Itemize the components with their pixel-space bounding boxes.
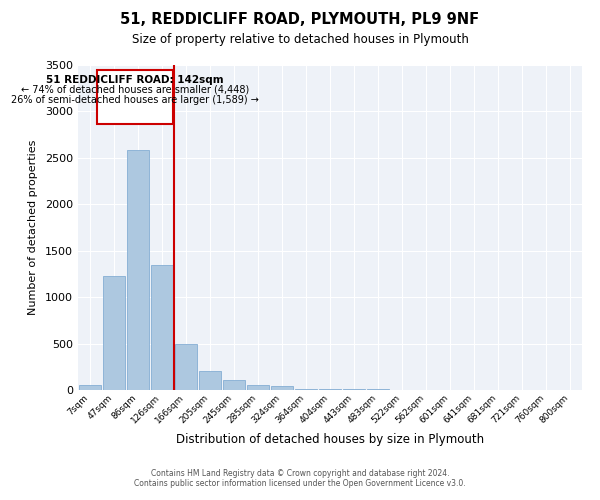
Text: Size of property relative to detached houses in Plymouth: Size of property relative to detached ho… bbox=[131, 32, 469, 46]
Bar bbox=[247, 386, 269, 390]
Bar bbox=[127, 150, 149, 390]
Bar bbox=[79, 386, 101, 390]
Y-axis label: Number of detached properties: Number of detached properties bbox=[28, 140, 38, 315]
Text: Contains public sector information licensed under the Open Government Licence v3: Contains public sector information licen… bbox=[134, 478, 466, 488]
X-axis label: Distribution of detached houses by size in Plymouth: Distribution of detached houses by size … bbox=[176, 433, 484, 446]
Text: 26% of semi-detached houses are larger (1,589) →: 26% of semi-detached houses are larger (… bbox=[11, 95, 259, 105]
Text: ← 74% of detached houses are smaller (4,448): ← 74% of detached houses are smaller (4,… bbox=[21, 85, 249, 95]
Text: 51, REDDICLIFF ROAD, PLYMOUTH, PL9 9NF: 51, REDDICLIFF ROAD, PLYMOUTH, PL9 9NF bbox=[121, 12, 479, 28]
Bar bbox=[223, 380, 245, 390]
Bar bbox=[199, 372, 221, 390]
Bar bbox=[271, 386, 293, 390]
Bar bbox=[151, 264, 173, 390]
FancyBboxPatch shape bbox=[97, 70, 173, 124]
Bar bbox=[103, 276, 125, 390]
Text: Contains HM Land Registry data © Crown copyright and database right 2024.: Contains HM Land Registry data © Crown c… bbox=[151, 468, 449, 477]
Text: 51 REDDICLIFF ROAD: 142sqm: 51 REDDICLIFF ROAD: 142sqm bbox=[46, 74, 224, 85]
Bar bbox=[175, 344, 197, 390]
